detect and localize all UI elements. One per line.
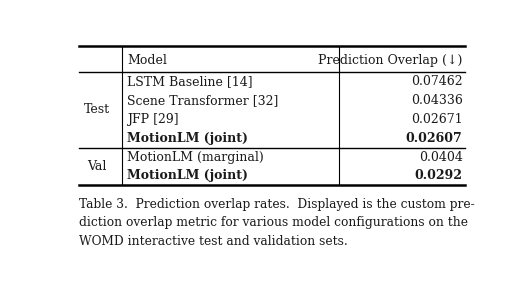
Text: MotionLM (marginal): MotionLM (marginal) [127,151,264,164]
Text: JFP [29]: JFP [29] [127,113,179,126]
Text: 0.0404: 0.0404 [419,151,463,164]
Text: MotionLM (joint): MotionLM (joint) [127,169,248,182]
Text: 0.02607: 0.02607 [406,132,463,145]
Text: Table 3.  Prediction overlap rates.  Displayed is the custom pre-
diction overla: Table 3. Prediction overlap rates. Displ… [78,198,474,248]
Text: LSTM Baseline [14]: LSTM Baseline [14] [127,75,253,88]
Text: Test: Test [84,103,110,116]
Text: Scene Transformer [32]: Scene Transformer [32] [127,94,278,107]
Text: Model: Model [127,54,167,67]
Text: 0.02671: 0.02671 [411,113,463,126]
Text: 0.0292: 0.0292 [414,169,463,182]
Text: Prediction Overlap (↓): Prediction Overlap (↓) [318,54,463,67]
Text: Val: Val [87,160,107,173]
Text: MotionLM (joint): MotionLM (joint) [127,132,248,145]
Text: 0.07462: 0.07462 [411,75,463,88]
Text: 0.04336: 0.04336 [411,94,463,107]
